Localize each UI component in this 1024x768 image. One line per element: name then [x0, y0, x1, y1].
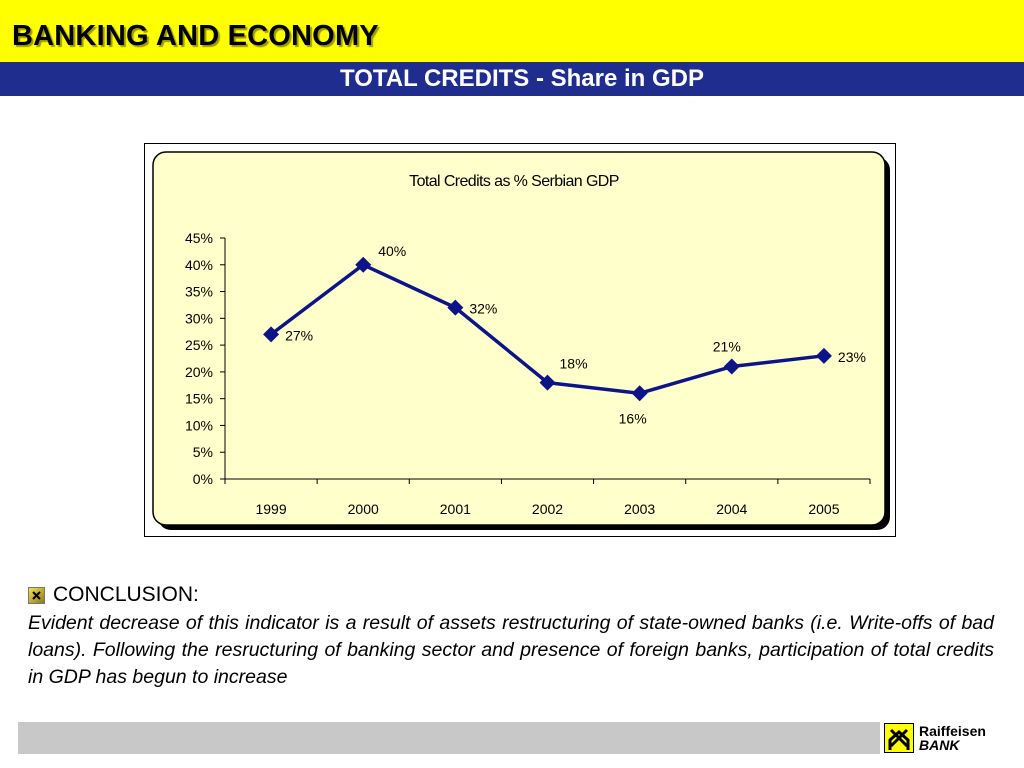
- conclusion-heading: CONCLUSION:: [28, 583, 994, 606]
- checkbox-x-icon: [28, 586, 45, 604]
- y-tick-label: 10%: [185, 417, 213, 433]
- data-label: 27%: [285, 327, 313, 343]
- data-point: [355, 256, 372, 273]
- data-label: 18%: [560, 356, 588, 372]
- x-tick-label: 1999: [255, 501, 286, 517]
- y-tick-label: 45%: [185, 230, 213, 246]
- logo-text: Raiffeisen BANK: [919, 724, 986, 752]
- raiffeisen-logo: Raiffeisen BANK: [880, 722, 1006, 754]
- data-point: [263, 326, 280, 343]
- logo-line-2: BANK: [919, 737, 960, 753]
- x-tick-label: 2005: [808, 501, 839, 517]
- y-tick-label: 20%: [185, 364, 213, 380]
- y-tick-label: 15%: [185, 391, 213, 407]
- data-label: 23%: [838, 349, 866, 365]
- x-tick-label: 2001: [440, 501, 471, 517]
- data-point: [539, 374, 556, 391]
- logo-line-1: Raiffeisen: [919, 723, 986, 739]
- x-tick-label: 2002: [532, 501, 563, 517]
- y-tick-label: 5%: [193, 444, 213, 460]
- data-label: 40%: [378, 243, 406, 259]
- line-chart: Total Credits as % Serbian GDP 0% 5% 10% 15…: [152, 151, 890, 530]
- data-label: 32%: [469, 301, 497, 317]
- x-tick-label: 2000: [348, 501, 379, 517]
- y-tick-label: 0%: [193, 471, 213, 487]
- data-point: [815, 347, 832, 364]
- chart-title: Total Credits as % Serbian GDP: [409, 173, 619, 190]
- conclusion-text: Evident decrease of this indicator is a …: [28, 612, 994, 688]
- raiffeisen-gable-cross-icon: [884, 723, 914, 753]
- x-tick-label: 2004: [716, 501, 747, 517]
- x-tick-label: 2003: [624, 501, 655, 517]
- chart-frame: Total Credits as % Serbian GDP 0% 5% 10% 15…: [144, 143, 896, 537]
- header-bar: BANKING AND ECONOMY: [0, 0, 1024, 62]
- y-tick-label: 25%: [185, 337, 213, 353]
- y-tick-label: 35%: [185, 284, 213, 300]
- conclusion-title: CONCLUSION:: [53, 583, 199, 606]
- data-point: [631, 385, 648, 402]
- page-subtitle: TOTAL CREDITS - Share in GDP: [339, 65, 705, 92]
- chart-axes: 0% 5% 10% 15% 20% 25% 30% 35% 40% 45% 1999 2000 2001…: [185, 230, 871, 517]
- subtitle-bar: TOTAL CREDITS - Share in GDP: [0, 62, 1024, 96]
- conclusion-section: CONCLUSION: Evident decrease of this ind…: [28, 583, 994, 691]
- chart-panel: [152, 151, 886, 526]
- data-label: 21%: [713, 339, 741, 355]
- data-point: [723, 358, 740, 375]
- data-label: 16%: [619, 410, 647, 426]
- chart-marks: 27% 40% 32% 18% 16% 21% 23%: [263, 243, 866, 426]
- page-title: BANKING AND ECONOMY: [12, 20, 379, 52]
- y-tick-label: 40%: [185, 257, 213, 273]
- data-point: [447, 299, 464, 316]
- y-tick-label: 30%: [185, 310, 213, 326]
- footer-bar: [18, 722, 1006, 754]
